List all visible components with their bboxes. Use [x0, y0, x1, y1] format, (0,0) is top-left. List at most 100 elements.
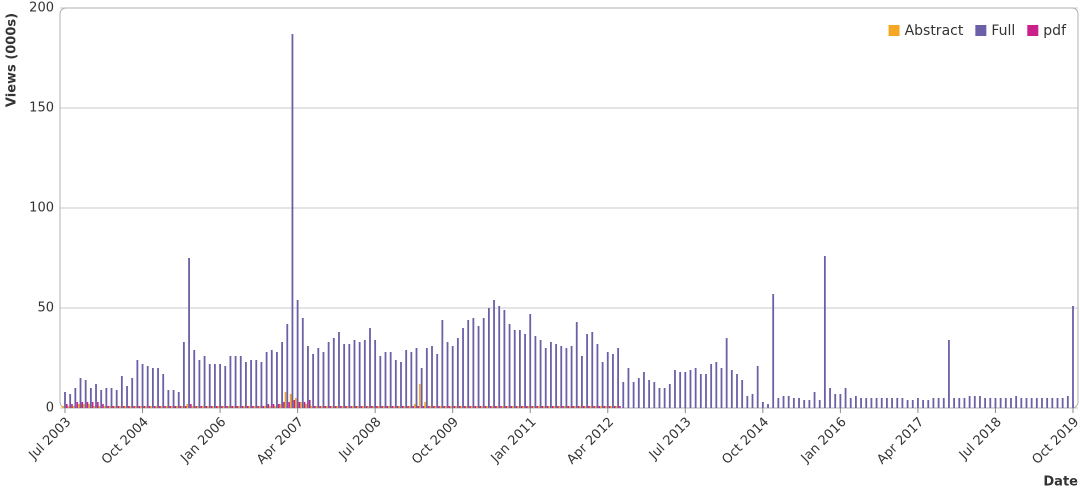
- bar: [267, 404, 270, 408]
- bar: [777, 398, 780, 408]
- bar: [603, 406, 606, 408]
- bar: [496, 406, 499, 408]
- bar: [989, 398, 992, 408]
- bar: [170, 406, 173, 408]
- bar: [298, 402, 301, 408]
- bar: [474, 406, 476, 408]
- bar: [531, 406, 533, 408]
- bar: [374, 340, 377, 408]
- bar: [854, 396, 857, 408]
- bar: [258, 406, 261, 408]
- bar: [71, 404, 73, 408]
- bar: [288, 402, 290, 408]
- bar: [159, 406, 161, 408]
- bar: [458, 406, 461, 408]
- bar: [1010, 398, 1012, 408]
- x-axis-label: Date: [1043, 475, 1078, 490]
- bar: [238, 406, 240, 408]
- bar: [725, 338, 728, 408]
- bar: [891, 398, 893, 408]
- bar: [579, 406, 581, 408]
- bar: [205, 406, 208, 408]
- bar: [365, 406, 368, 408]
- bar: [153, 406, 156, 408]
- bar: [586, 334, 588, 408]
- bar: [684, 372, 687, 408]
- bar: [212, 406, 214, 408]
- bar: [663, 388, 666, 408]
- bar: [291, 34, 294, 408]
- bar: [886, 398, 888, 408]
- y-tick-label: 150: [29, 101, 54, 116]
- bar: [319, 406, 321, 408]
- bar: [715, 362, 718, 408]
- bar: [562, 406, 564, 408]
- x-tick-label: Oct 2004: [99, 415, 152, 468]
- bar: [308, 400, 311, 408]
- bar: [348, 344, 351, 408]
- bar: [388, 406, 390, 408]
- bar: [441, 320, 444, 408]
- bar: [984, 398, 987, 408]
- bar: [141, 364, 144, 408]
- bar: [301, 318, 304, 408]
- x-tick-label: Apr 2007: [254, 415, 307, 468]
- bar: [257, 406, 259, 408]
- bar: [495, 406, 497, 408]
- bar: [565, 348, 568, 408]
- bar: [172, 390, 175, 408]
- bar: [808, 400, 811, 408]
- bar: [705, 374, 707, 408]
- bar: [699, 374, 702, 408]
- bar: [834, 394, 837, 408]
- bar: [464, 406, 466, 408]
- bar: [97, 402, 99, 408]
- bar: [270, 350, 273, 408]
- bar: [994, 398, 997, 408]
- bar: [66, 404, 68, 408]
- bar: [339, 406, 342, 408]
- bar: [303, 402, 306, 408]
- bar: [584, 406, 587, 408]
- bar: [114, 406, 116, 408]
- bar: [184, 406, 187, 408]
- bar: [539, 340, 542, 408]
- bar: [274, 406, 276, 408]
- bar: [479, 406, 482, 408]
- bar: [577, 406, 580, 408]
- bar: [217, 406, 220, 408]
- bar: [491, 406, 494, 408]
- bar: [408, 406, 411, 408]
- bar: [241, 406, 244, 408]
- bar: [617, 348, 620, 408]
- bar: [74, 388, 77, 408]
- y-tick-label: 100: [29, 201, 54, 216]
- bar: [870, 398, 873, 408]
- bar: [557, 406, 559, 408]
- bar: [139, 406, 142, 408]
- bar: [598, 406, 601, 408]
- bar: [208, 364, 211, 408]
- bar: [1035, 398, 1038, 408]
- bar: [300, 402, 302, 408]
- bar: [979, 396, 981, 408]
- bar: [102, 404, 104, 408]
- bar: [532, 406, 535, 408]
- bar: [537, 406, 540, 408]
- bar: [400, 362, 402, 408]
- bar: [201, 406, 204, 408]
- bar: [477, 326, 480, 408]
- bar: [694, 368, 697, 408]
- bar: [64, 392, 66, 408]
- bar: [517, 406, 519, 408]
- bar: [200, 406, 202, 408]
- bar: [1051, 398, 1054, 408]
- bar: [329, 406, 332, 408]
- bar: [594, 406, 597, 408]
- bar: [689, 370, 692, 408]
- bar: [608, 406, 611, 408]
- bar: [527, 406, 530, 408]
- bar: [543, 406, 545, 408]
- bar: [460, 406, 463, 408]
- bar: [108, 406, 111, 408]
